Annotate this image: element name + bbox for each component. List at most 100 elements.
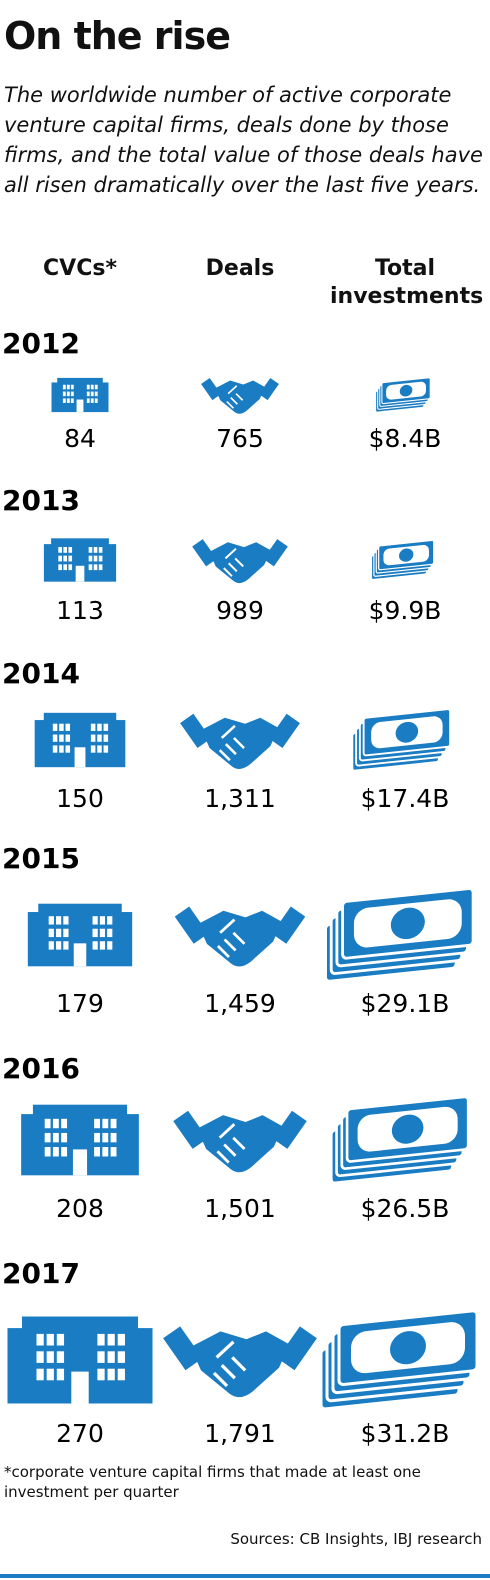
icon-part — [68, 564, 73, 571]
icon-part — [98, 555, 103, 562]
icon-part — [90, 745, 96, 753]
icon-part — [57, 377, 103, 384]
icon-part — [59, 745, 64, 753]
icon-part — [103, 734, 109, 742]
value-label: $26.5B — [361, 1194, 450, 1223]
year-label: 2015 — [2, 842, 80, 875]
icon-part — [68, 546, 73, 553]
icon-part — [46, 1368, 54, 1381]
icon-part — [97, 734, 102, 742]
value-label: 1,311 — [204, 784, 276, 813]
icon-part — [92, 941, 98, 950]
column-header: CVCs* — [43, 256, 117, 281]
icon-part — [399, 384, 413, 397]
icon-part — [98, 564, 103, 571]
icon-part — [88, 555, 93, 562]
value-label: $9.9B — [369, 596, 442, 625]
icon-part — [263, 539, 288, 567]
icon-building — [43, 538, 117, 582]
icon-part — [36, 1368, 44, 1381]
icon-part — [63, 564, 67, 571]
icon-part — [92, 916, 98, 925]
icon-part — [110, 1118, 117, 1129]
value-label: 150 — [56, 784, 104, 813]
icon-part — [90, 734, 96, 742]
icon-part — [62, 398, 66, 403]
icon-part — [90, 384, 94, 390]
column-header: Total investments — [330, 256, 484, 309]
icon-part — [55, 916, 62, 925]
value-label: 208 — [56, 1194, 104, 1223]
icon-part — [51, 538, 109, 546]
icon-part — [55, 928, 62, 938]
year-label: 2016 — [2, 1052, 80, 1085]
icon-part — [399, 548, 414, 562]
icon-part — [218, 724, 245, 762]
icon-part — [63, 555, 67, 562]
icon-part — [63, 546, 67, 553]
icon-handshake — [201, 377, 279, 414]
icon-part — [86, 391, 90, 397]
icon-part — [94, 384, 98, 390]
icon-part — [99, 928, 106, 938]
icon-part — [258, 377, 279, 401]
icon-part — [117, 1368, 125, 1381]
icon-part — [66, 384, 70, 390]
year-label: 2017 — [2, 1257, 80, 1290]
icon-part — [46, 1333, 54, 1346]
icon-part — [52, 1132, 59, 1143]
icon-part — [391, 1114, 424, 1144]
icon-part — [174, 906, 209, 944]
icon-part — [38, 903, 122, 915]
icon-part — [94, 1147, 101, 1157]
year-label: 2014 — [2, 657, 80, 690]
icon-part — [86, 398, 90, 403]
icon-part — [56, 1351, 65, 1363]
icon-building — [21, 1104, 139, 1176]
icon-part — [32, 1104, 128, 1117]
chart-subtitle: The worldwide number of active corporate… — [4, 83, 483, 197]
icon-part — [86, 384, 90, 390]
icon-part — [59, 723, 64, 731]
icon-part — [52, 745, 58, 753]
icon-part — [99, 941, 106, 950]
icon-part — [97, 1333, 105, 1346]
icon-part — [269, 713, 300, 748]
icon-part — [88, 564, 93, 571]
icon-part — [110, 1132, 117, 1143]
icon-part — [90, 391, 94, 397]
icon-part — [56, 1333, 65, 1346]
icon-part — [65, 723, 71, 731]
icon-building — [27, 903, 133, 967]
icon-part — [97, 723, 102, 731]
icon-handshake — [174, 906, 306, 967]
icon-part — [107, 1368, 115, 1381]
icon-part — [58, 555, 62, 562]
icon-part — [107, 1351, 115, 1363]
icon-part — [70, 391, 74, 397]
icon-part — [92, 928, 98, 938]
icon-part — [117, 1351, 125, 1363]
icon-part — [212, 1340, 247, 1388]
icon-part — [63, 941, 69, 950]
icon-part — [103, 745, 109, 753]
icon-part — [44, 1118, 51, 1129]
icon-part — [97, 745, 102, 753]
icon-part — [390, 1331, 426, 1365]
icon-part — [99, 916, 106, 925]
icon-part — [70, 384, 74, 390]
icon-part — [395, 721, 419, 743]
chart-title: On the rise — [4, 14, 231, 58]
icon-handshake — [173, 1110, 307, 1173]
icon-part — [201, 377, 222, 401]
icon-part — [61, 1118, 68, 1129]
icon-handshake — [180, 713, 300, 769]
icon-handshake — [192, 539, 288, 584]
icon-part — [107, 941, 113, 950]
icon-money — [375, 377, 431, 413]
icon-part — [43, 712, 117, 722]
icon-part — [88, 546, 93, 553]
icon-part — [44, 1147, 51, 1157]
value-label: $17.4B — [361, 784, 450, 813]
